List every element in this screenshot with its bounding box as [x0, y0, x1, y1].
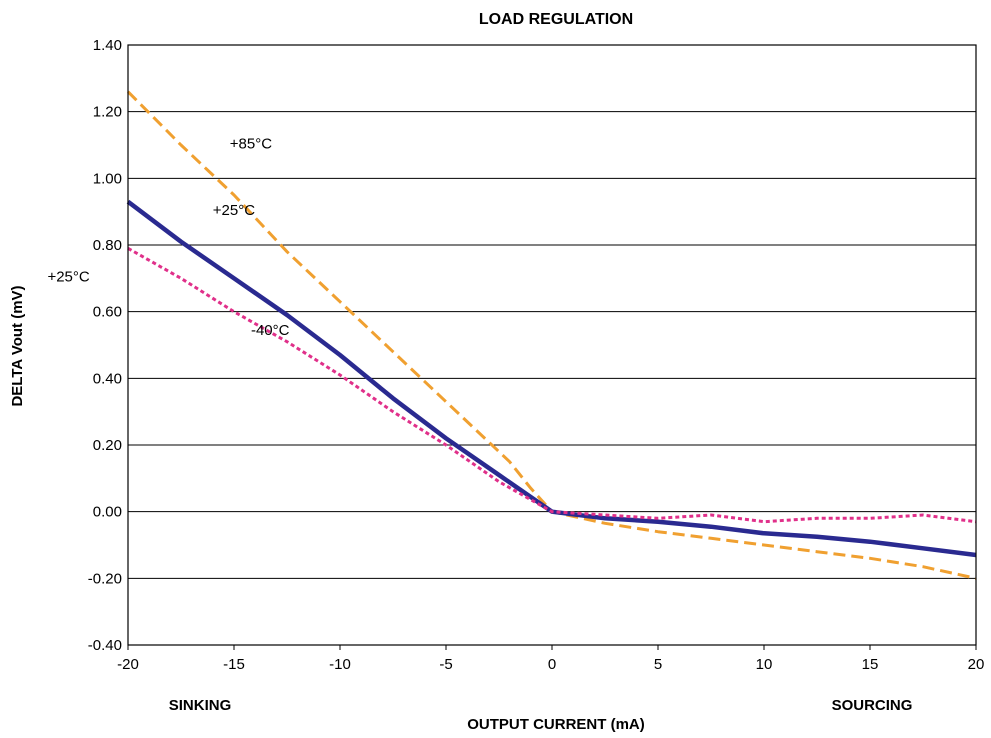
curve-annotations: +85°C +25°C +25°C -40°C: [47, 135, 289, 339]
y-tick-label: 0.60: [93, 304, 122, 321]
y-tick-label: 1.20: [93, 104, 122, 121]
gridlines: [127, 111, 977, 650]
chart-title: LOAD REGULATION: [479, 11, 633, 28]
sinking-label: SINKING: [169, 697, 232, 714]
series-line-plus85c: [126, 90, 977, 580]
series-line-minus40c: [127, 246, 977, 524]
x-tick-label: -5: [439, 656, 452, 673]
x-tick-label: 0: [548, 656, 556, 673]
x-axis-label: OUTPUT CURRENT (mA): [467, 716, 645, 733]
plot-frame: [127, 44, 977, 646]
curve-annotation: -40°C: [251, 322, 290, 339]
y-tick-label: -0.20: [88, 570, 122, 587]
series-lines: [126, 90, 977, 580]
y-tick-label: 0.80: [93, 237, 122, 254]
x-tick-label: 15: [862, 656, 879, 673]
x-tick-label: 20: [968, 656, 985, 673]
x-tick-label: 5: [654, 656, 662, 673]
y-axis-label: DELTA Vout (mV): [9, 285, 26, 406]
y-tick-label: 1.00: [93, 170, 122, 187]
curve-annotation: +85°C: [230, 135, 272, 152]
y-tick-label: 0.40: [93, 370, 122, 387]
x-tick-label: -10: [329, 656, 351, 673]
y-tick-label: 1.40: [93, 37, 122, 54]
y-tick-label: 0.00: [93, 504, 122, 521]
curve-annotation: +25°C: [47, 269, 89, 286]
x-tick-label: -20: [117, 656, 139, 673]
y-tick-label: 0.20: [93, 437, 122, 454]
x-tick-label: -15: [223, 656, 245, 673]
curve-annotation: +25°C: [213, 202, 255, 219]
tick-labels: 1.40 1.20 1.00 0.80 0.60 0.40 0.20 0.00 -0.20 -0.…: [88, 37, 985, 673]
y-tick-label: -0.40: [88, 637, 122, 654]
sourcing-label: SOURCING: [832, 697, 913, 714]
x-tick-label: 10: [756, 656, 773, 673]
